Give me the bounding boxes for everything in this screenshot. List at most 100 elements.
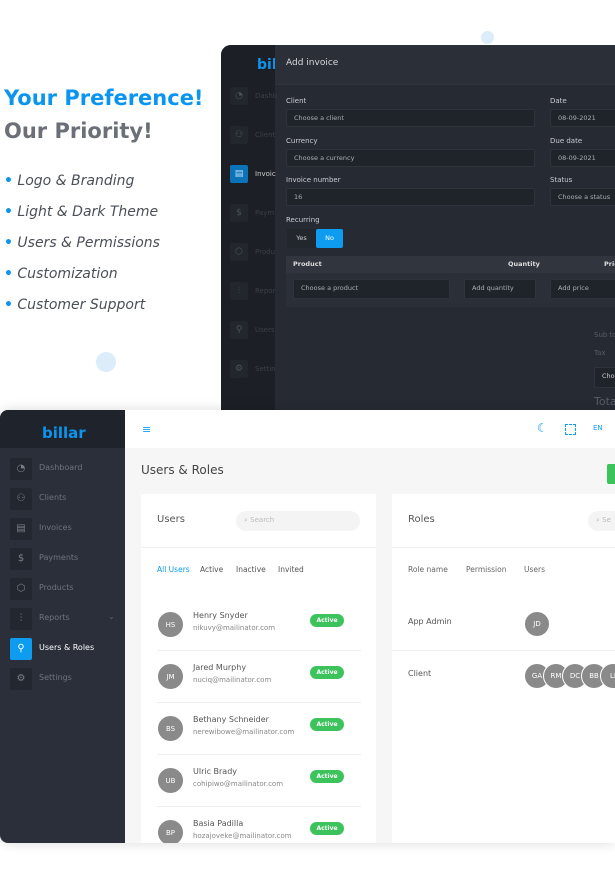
date-input[interactable]: 08-09-2021 <box>550 109 615 127</box>
dark-sidebar: bil ◔ Dashb ⚇ Client ▤ Invoic $ Paym ⬡ Produ ⫶ Repo… <box>221 45 278 410</box>
price-input[interactable]: Add price <box>550 279 615 299</box>
sidebar-item-payments[interactable]: $ Payments <box>10 548 120 570</box>
invoice-number-label: Invoice number <box>286 176 341 184</box>
sidebar-item[interactable]: Dashb <box>255 92 278 100</box>
status-badge: Active <box>310 822 344 835</box>
avatar: BS <box>157 715 184 742</box>
sidebar-icon: ⫶ <box>230 282 248 300</box>
tab-active[interactable]: Active <box>200 565 224 574</box>
user-email: cohipiwo@mailinator.com <box>193 780 284 788</box>
menu-icon[interactable]: ≡ <box>142 423 152 436</box>
sidebar-icon: ▤ <box>230 165 248 183</box>
status-label: Status <box>550 176 573 184</box>
user-check-icon: ⚲ <box>10 638 32 660</box>
feature-label: Light & Dark Theme <box>17 204 159 220</box>
sidebar-item[interactable]: Settin <box>255 365 276 373</box>
sidebar-item[interactable]: Client <box>255 131 276 139</box>
invoice-number-input[interactable]: 16 <box>286 188 535 206</box>
role-row[interactable]: App Admin JD <box>392 599 615 651</box>
add-button[interactable] <box>607 464 615 484</box>
dark-invoice-window: bil ◔ Dashb ⚇ Client ▤ Invoic $ Paym ⬡ Produ ⫶ Repo… <box>221 45 615 410</box>
tab-inactive[interactable]: Inactive <box>236 565 266 574</box>
users-icon: ⚇ <box>10 488 32 510</box>
user-name: Bethany Schneider <box>193 715 269 724</box>
user-row[interactable]: HS Henry Snyder nikuvy@mailinator.com Activ… <box>157 599 361 651</box>
sidebar-item[interactable]: Paym <box>255 209 275 217</box>
logo-area: billar <box>0 410 125 448</box>
roles-search-input[interactable]: ⌕ Se <box>588 511 615 531</box>
feature-item: • Logo & Branding <box>4 173 135 189</box>
user-row[interactable]: BS Bethany Schneider nerewibowe@mailinator… <box>157 703 361 755</box>
quantity-input[interactable]: Add quantity <box>464 279 536 299</box>
users-card: Users ⌕ Search All Users Active Inactive In… <box>141 494 376 843</box>
sidebar-icon: ⚇ <box>230 126 248 144</box>
sidebar-label: Users & Roles <box>39 643 95 652</box>
role-name: Client <box>408 669 432 678</box>
user-row[interactable]: JM Jared Murphy nuciq@mailinator.com Active <box>157 651 361 703</box>
status-select[interactable]: Choose a status <box>550 188 615 206</box>
roles-title: Roles <box>408 514 435 525</box>
total-label: Tota <box>594 395 615 408</box>
sidebar: ◔ Dashboard ⚇ Clients ▤ Invoices $ Payments ⬡ Pro… <box>0 410 125 843</box>
feature-label: Customer Support <box>17 297 146 313</box>
subtotal-label: Sub to <box>594 331 615 339</box>
sidebar-item-products[interactable]: ⬡ Products <box>10 578 120 600</box>
avatar: UB <box>157 767 184 794</box>
sidebar-icon: ⚲ <box>230 321 248 339</box>
sidebar-item-users-roles[interactable]: ⚲ Users & Roles <box>10 638 120 660</box>
user-email: nuciq@mailinator.com <box>193 676 272 684</box>
tab-all-users[interactable]: All Users <box>157 565 190 574</box>
sidebar-label: Dashboard <box>39 463 83 472</box>
sidebar-item[interactable]: Users <box>255 326 275 334</box>
document-icon: ▤ <box>10 518 32 540</box>
tab-invited[interactable]: Invited <box>278 565 304 574</box>
client-select[interactable]: Choose a client <box>286 109 535 127</box>
user-name: Jared Murphy <box>193 663 247 672</box>
roles-column-header: Permission <box>466 565 507 574</box>
sidebar-item-settings[interactable]: ⚙ Settings <box>10 668 120 690</box>
recurring-no-button[interactable]: No <box>316 229 343 248</box>
language-button[interactable]: EN <box>593 424 603 432</box>
users-roles-window: ◔ Dashboard ⚇ Clients ▤ Invoices $ Payments ⬡ Pro… <box>0 410 615 843</box>
product-table-header: Product Quantity Pric <box>286 256 615 273</box>
due-date-input[interactable]: 08-09-2021 <box>550 149 615 167</box>
decor-dot <box>481 31 494 44</box>
col-product: Product <box>293 260 322 268</box>
logo: billar <box>42 424 86 442</box>
product-select[interactable]: Choose a product <box>293 279 450 299</box>
modal-header: Add invoice <box>275 45 615 85</box>
sidebar-label: Settings <box>39 673 72 682</box>
user-row[interactable]: UB Ulric Brady cohipiwo@mailinator.com Acti… <box>157 755 361 807</box>
hero-title: Your Preference! <box>4 86 204 110</box>
gear-icon: ⚙ <box>10 668 32 690</box>
feature-label: Users & Permissions <box>17 235 160 251</box>
roles-column-header: Role name <box>408 565 448 574</box>
sidebar-item-dashboard[interactable]: ◔ Dashboard <box>10 458 120 480</box>
currency-select[interactable]: Choose a currency <box>286 149 535 167</box>
recurring-label: Recurring <box>286 216 320 224</box>
sidebar-item[interactable]: Produ <box>255 248 275 256</box>
feature-label: Logo & Branding <box>17 173 135 189</box>
sidebar-item-clients[interactable]: ⚇ Clients <box>10 488 120 510</box>
sidebar-item[interactable]: Invoic <box>255 170 276 178</box>
avatar: BP <box>157 819 184 843</box>
sidebar-item-invoices[interactable]: ▤ Invoices <box>10 518 120 540</box>
dollar-icon: $ <box>10 548 32 570</box>
recurring-yes-button[interactable]: Yes <box>287 229 316 248</box>
role-row[interactable]: Client GA RM DC BB LI <box>392 651 615 703</box>
sidebar-label: Payments <box>39 553 79 562</box>
search-placeholder: Search <box>250 516 275 524</box>
moon-icon[interactable]: ☾ <box>537 421 548 435</box>
logo: bil <box>257 57 277 73</box>
fullscreen-icon[interactable] <box>565 424 576 435</box>
user-row[interactable]: BP Basia Padilla hozajoveke@mailinator.com… <box>157 807 361 843</box>
avatar: HS <box>157 611 184 638</box>
sidebar-item[interactable]: Repor <box>255 287 276 295</box>
sidebar-label: Products <box>39 583 74 592</box>
tax-select[interactable]: Cho <box>594 367 615 388</box>
sidebar-item-reports[interactable]: ⫶ Reports ⌄ <box>10 608 120 630</box>
date-label: Date <box>550 97 567 105</box>
top-bar: ≡ ☾ EN <box>125 410 615 448</box>
users-search-input[interactable]: ⌕ Search <box>236 511 360 531</box>
hero-subtitle: Our Priority! <box>4 119 153 143</box>
